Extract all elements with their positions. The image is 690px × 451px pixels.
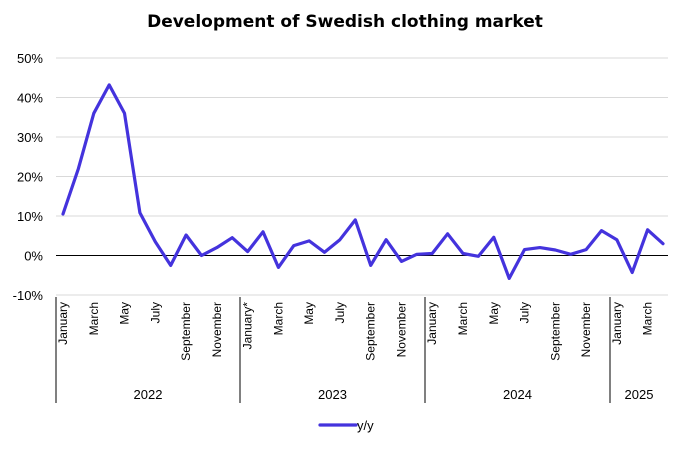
- year-label: 2024: [503, 387, 532, 402]
- x-tick-label: January: [425, 302, 439, 345]
- gridlines: [56, 57, 668, 296]
- x-tick-label: March: [456, 302, 470, 335]
- year-label: 2023: [318, 387, 347, 402]
- x-tick-label: November: [394, 302, 408, 357]
- x-tick-label: November: [579, 302, 593, 357]
- year-axis: 2022 2023 2024 2025: [55, 297, 654, 403]
- x-tick-label: July: [148, 302, 162, 323]
- x-axis-ticks: January March May July September November Janu…: [56, 302, 655, 361]
- x-tick-label: January: [610, 302, 624, 345]
- x-tick-label: May: [487, 302, 501, 325]
- y-tick-label: 40%: [17, 91, 43, 106]
- year-label: 2022: [134, 387, 163, 402]
- year-label: 2025: [625, 387, 654, 402]
- y-tick-label: 20%: [17, 170, 43, 185]
- y-tick-label: 10%: [17, 209, 43, 224]
- legend-label: y/y: [357, 418, 374, 433]
- x-tick-label: March: [271, 302, 285, 335]
- y-tick-label: 30%: [17, 130, 43, 145]
- y-axis-ticks: 50% 40% 30% 20% 10% 0% -10%: [13, 51, 44, 303]
- series-lines: [61, 83, 665, 280]
- x-tick-label: March: [641, 302, 655, 335]
- x-tick-label: July: [518, 302, 532, 323]
- series-line: [61, 83, 665, 280]
- legend: y/y: [318, 418, 374, 433]
- x-tick-label: January*: [241, 302, 255, 350]
- x-tick-label: May: [302, 302, 316, 325]
- x-tick-label: November: [210, 302, 224, 357]
- x-tick-label: September: [548, 302, 562, 361]
- x-tick-label: September: [179, 302, 193, 361]
- x-tick-label: January: [56, 302, 70, 345]
- x-tick-label: September: [364, 302, 378, 361]
- x-tick-label: March: [87, 302, 101, 335]
- y-tick-label: 50%: [17, 51, 43, 66]
- chart-title: Development of Swedish clothing market: [147, 12, 543, 32]
- x-tick-label: July: [333, 302, 347, 323]
- y-tick-label: -10%: [13, 288, 44, 303]
- y-tick-label: 0%: [24, 249, 43, 264]
- x-tick-label: May: [118, 302, 132, 325]
